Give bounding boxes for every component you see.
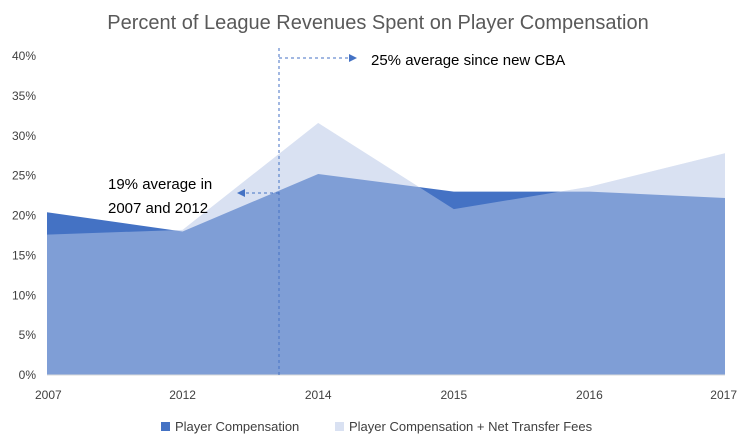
y-tick-label: 5% [19, 328, 37, 342]
legend-item-player-compensation-net-transfer-fees-swatch [335, 422, 344, 431]
series-area-player-compensation [47, 174, 725, 375]
annotations: 19% average in 2007 and 2012 25% average s… [108, 48, 565, 375]
plot-area [47, 122, 725, 376]
y-tick-label: 20% [12, 209, 36, 223]
x-tick-label: 2015 [440, 388, 467, 402]
legend-item-player-compensation: Player Compensation [175, 419, 299, 434]
y-tick-label: 10% [12, 288, 36, 302]
y-tick-label: 15% [12, 248, 36, 262]
y-tick-label: 25% [12, 169, 36, 183]
y-tick-label: 35% [12, 89, 36, 103]
annotation-post-cba-average: 25% average since new CBA [371, 52, 565, 69]
chart-title: Percent of League Revenues Spent on Play… [107, 12, 648, 34]
y-axis: 0% 5% 10% 15% 20% 25% 30% 35% 40% [12, 49, 36, 382]
y-tick-label: 0% [19, 368, 37, 382]
x-tick-label: 2007 [35, 388, 62, 402]
x-tick-label: 2016 [576, 388, 603, 402]
x-tick-label: 2014 [305, 388, 332, 402]
annotation-pre-cba-average: 2007 and 2012 [108, 200, 208, 217]
legend-item-player-compensation-swatch [161, 422, 170, 431]
y-tick-label: 30% [12, 129, 36, 143]
annotation-pre-cba-average: 19% average in [108, 176, 212, 193]
x-axis: 2007 2012 2014 2015 2016 2017 [35, 374, 737, 402]
legend: Player Compensation Player Compensation +… [161, 419, 593, 434]
series-area-overlap [47, 122, 725, 376]
x-tick-label: 2012 [169, 388, 196, 402]
x-tick-label: 2017 [710, 388, 737, 402]
y-tick-label: 40% [12, 49, 36, 63]
legend-item-player-compensation-net-transfer-fees: Player Compensation + Net Transfer Fees [349, 419, 593, 434]
